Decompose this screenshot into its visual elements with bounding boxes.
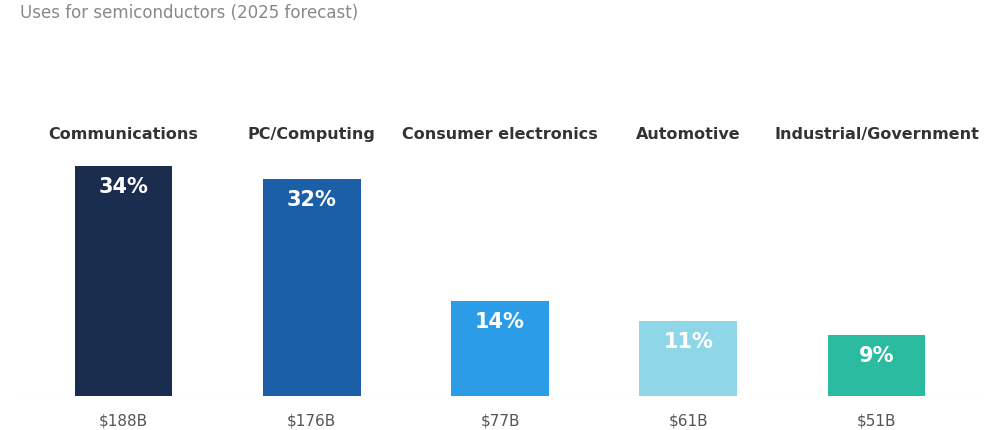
Text: 32%: 32%	[287, 190, 337, 210]
Text: Industrial/Government: Industrial/Government	[774, 127, 979, 142]
Bar	[263, 180, 361, 396]
Text: $61B: $61B	[668, 413, 708, 428]
Text: $51B: $51B	[857, 413, 896, 428]
Text: Automotive: Automotive	[636, 127, 741, 142]
Text: PC/Computing: PC/Computing	[248, 127, 376, 142]
Text: Uses for semiconductors (2025 forecast): Uses for semiconductors (2025 forecast)	[20, 4, 358, 22]
Bar	[828, 335, 925, 396]
Text: 34%: 34%	[99, 177, 148, 197]
Bar	[75, 166, 172, 396]
Text: 14%: 14%	[475, 311, 525, 331]
Text: $176B: $176B	[287, 413, 336, 428]
Bar	[451, 301, 549, 396]
Text: 11%: 11%	[663, 332, 713, 351]
Text: Communications: Communications	[49, 127, 198, 142]
Text: $77B: $77B	[480, 413, 520, 428]
Text: Consumer electronics: Consumer electronics	[402, 127, 598, 142]
Bar	[639, 322, 737, 396]
Text: 9%: 9%	[859, 345, 894, 365]
Text: $188B: $188B	[99, 413, 148, 428]
